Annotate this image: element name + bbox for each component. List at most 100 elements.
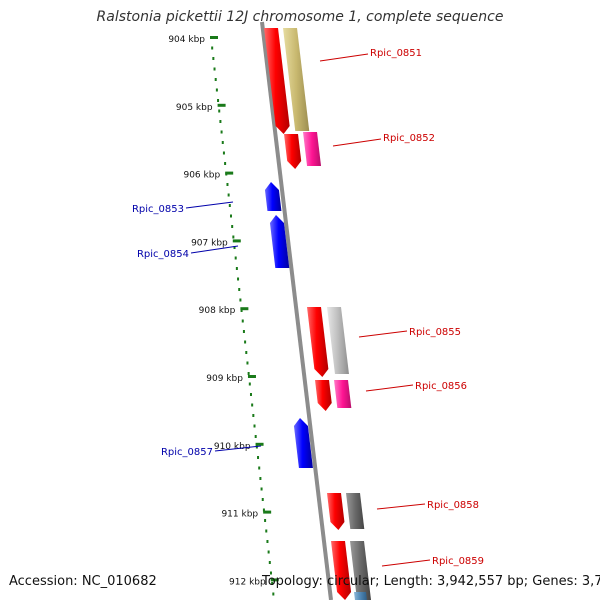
gene-rpic-0859 bbox=[331, 541, 352, 600]
ruler-dot bbox=[271, 582, 274, 585]
ruler-major-tick bbox=[255, 442, 264, 446]
ruler-dot bbox=[220, 130, 223, 134]
gene-rpic-0853 bbox=[264, 182, 282, 211]
ruler-dot bbox=[237, 277, 240, 281]
ruler-dot bbox=[212, 57, 215, 60]
ruler-dot bbox=[219, 120, 222, 123]
ruler-dot bbox=[232, 235, 235, 239]
ruler-dot bbox=[231, 225, 234, 228]
ruler-dot bbox=[229, 214, 232, 218]
gene-rpic-0855 bbox=[307, 307, 329, 377]
gene-label-rpic-0859[interactable]: Rpic_0859 bbox=[432, 556, 484, 567]
leader-line-rpic-0855 bbox=[358, 330, 408, 338]
ruler-dot bbox=[241, 319, 244, 323]
ruler-major-tick bbox=[263, 510, 272, 514]
gene-rpic-0851 bbox=[264, 28, 290, 134]
ruler-dot bbox=[260, 487, 263, 491]
ruler-dot bbox=[252, 414, 255, 417]
cog-annotations bbox=[283, 28, 372, 600]
gene-rpic-0858 bbox=[327, 493, 345, 530]
cog-block-dark-gray bbox=[350, 541, 372, 600]
leader-line-rpic-0857 bbox=[214, 445, 262, 452]
leader-line-rpic-0854 bbox=[190, 245, 239, 254]
ruler-dot bbox=[265, 529, 268, 533]
ruler-dot bbox=[264, 519, 267, 522]
ruler-dot bbox=[214, 78, 217, 81]
ruler-dot bbox=[215, 88, 218, 92]
cog-block-light-gray bbox=[327, 307, 349, 374]
ruler-dot bbox=[255, 445, 258, 449]
ruler-dot bbox=[269, 571, 272, 575]
ruler-dot bbox=[272, 592, 275, 596]
gene-label-rpic-0857[interactable]: Rpic_0857 bbox=[161, 447, 213, 458]
ruler-dot bbox=[261, 498, 264, 501]
ruler-dot bbox=[222, 151, 225, 155]
ruler-dot bbox=[242, 330, 245, 333]
ruler-tick-label: 906 kbp bbox=[183, 171, 220, 181]
ruler-major-tick bbox=[247, 375, 256, 378]
ruler-dot bbox=[224, 162, 227, 165]
ruler-tick-label: 904 kbp bbox=[168, 35, 205, 45]
ruler-tick-label: 905 kbp bbox=[176, 103, 213, 113]
ruler-dot bbox=[244, 340, 247, 344]
gene-labels: Rpic_0851 Rpic_0852 Rpic_0853 Rpic_0854 Rpic… bbox=[132, 48, 484, 567]
gene-label-rpic-0854[interactable]: Rpic_0854 bbox=[137, 249, 189, 260]
ruler-dot bbox=[234, 256, 237, 260]
ruler-dot bbox=[266, 540, 269, 543]
ruler-dot bbox=[226, 183, 229, 186]
ruler-dot bbox=[258, 466, 261, 470]
ruler-tick-label: 908 kbp bbox=[199, 306, 236, 316]
cog-block-pink bbox=[303, 132, 322, 166]
ruler-dot bbox=[211, 46, 214, 50]
leader-line-rpic-0859 bbox=[381, 559, 431, 567]
ruler-dot bbox=[240, 309, 243, 312]
genes bbox=[264, 28, 352, 600]
gene-label-rpic-0851[interactable]: Rpic_0851 bbox=[370, 48, 422, 59]
ruler-dot bbox=[267, 550, 270, 554]
ruler-dot bbox=[257, 456, 260, 459]
ruler-major-tick bbox=[210, 36, 218, 39]
ruler-dot bbox=[246, 361, 249, 365]
ruler-tick-label: 910 kbp bbox=[214, 442, 251, 452]
leader-line-rpic-0852 bbox=[332, 138, 382, 147]
ruler-dot bbox=[268, 561, 271, 564]
ruler-major-tick bbox=[217, 103, 226, 107]
ruler-major-tick bbox=[270, 578, 279, 582]
cog-block-pink bbox=[334, 380, 352, 408]
ruler-dot bbox=[239, 298, 242, 302]
ruler-tick-label: 907 kbp bbox=[191, 238, 228, 248]
ruler-dot bbox=[218, 109, 221, 113]
ruler-dotted-line bbox=[210, 36, 275, 596]
ruler-dot bbox=[249, 393, 252, 396]
ruler-dot bbox=[247, 372, 250, 375]
ruler-dot bbox=[228, 204, 231, 207]
ruler-dot bbox=[221, 141, 224, 144]
ruler-dot bbox=[259, 477, 262, 480]
gene-rpic-0857 bbox=[293, 418, 313, 468]
ruler-major-tick bbox=[240, 307, 249, 311]
cog-block-dark-gray bbox=[346, 493, 365, 529]
gene-label-rpic-0852[interactable]: Rpic_0852 bbox=[383, 133, 435, 144]
gene-rpic-0854 bbox=[269, 215, 290, 268]
ruler-dot bbox=[235, 267, 238, 270]
topology-summary: Topology: circular; Length: 3,942,557 bp… bbox=[262, 574, 600, 589]
map-title: Ralstonia pickettii 12J chromosome 1, co… bbox=[96, 9, 504, 25]
gene-label-rpic-0856[interactable]: Rpic_0856 bbox=[415, 381, 467, 392]
ruler-dot bbox=[217, 99, 220, 102]
ruler-dot bbox=[238, 288, 241, 291]
gene-label-rpic-0853[interactable]: Rpic_0853 bbox=[132, 204, 184, 215]
ruler-dot bbox=[233, 246, 236, 249]
leader-line-rpic-0853 bbox=[185, 201, 234, 209]
ruler-dot bbox=[245, 351, 248, 354]
ruler-dot bbox=[227, 193, 230, 197]
ruler-dot bbox=[251, 403, 254, 407]
ruler-tick-label: 912 kbp bbox=[229, 577, 266, 587]
ruler-dot bbox=[254, 435, 257, 438]
ruler: 904 kbp 905 kbp 906 kbp 907 kbp 908 kbp 909 k… bbox=[168, 35, 279, 587]
gene-label-rpic-0858[interactable]: Rpic_0858 bbox=[427, 500, 479, 511]
ruler-tick-label: 911 kbp bbox=[221, 510, 258, 520]
ruler-dot bbox=[248, 382, 251, 386]
gene-label-rpic-0855[interactable]: Rpic_0855 bbox=[409, 327, 461, 338]
ruler-tick-label: 909 kbp bbox=[206, 374, 243, 384]
